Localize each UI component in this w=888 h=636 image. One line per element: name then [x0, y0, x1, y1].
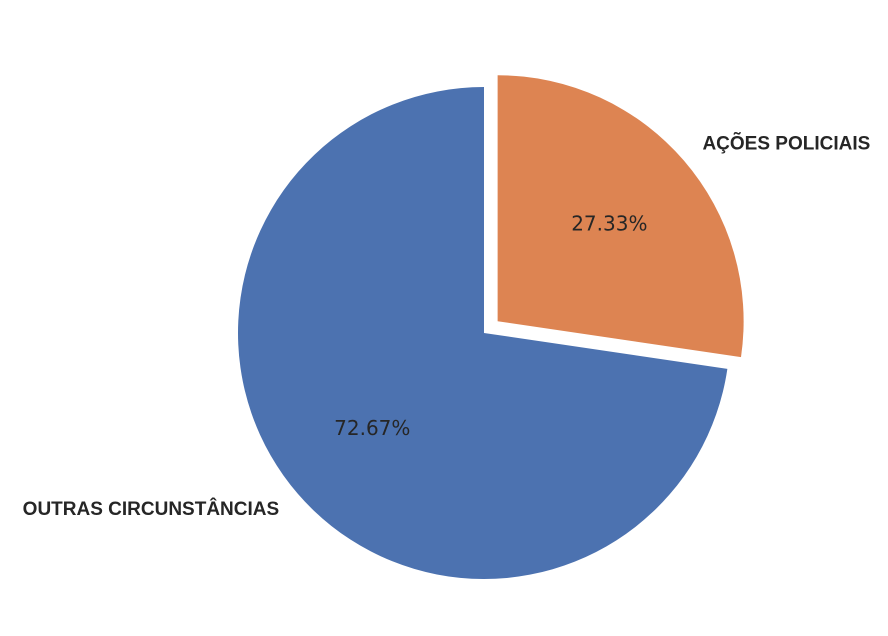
- pie-slice: [497, 75, 744, 358]
- pie-labels: 27.33% AÇÕES POLICIAIS 72.67% OUTRAS CIRCUN…: [23, 132, 871, 519]
- slice-percent-label: 27.33%: [571, 211, 647, 235]
- pie-slice: [237, 87, 728, 579]
- slice-category-label: OUTRAS CIRCUNSTÂNCIAS: [23, 498, 280, 520]
- slice-category-label: AÇÕES POLICIAIS: [702, 132, 870, 154]
- pie-slices: [237, 75, 744, 579]
- slice-percent-label: 72.67%: [334, 416, 410, 440]
